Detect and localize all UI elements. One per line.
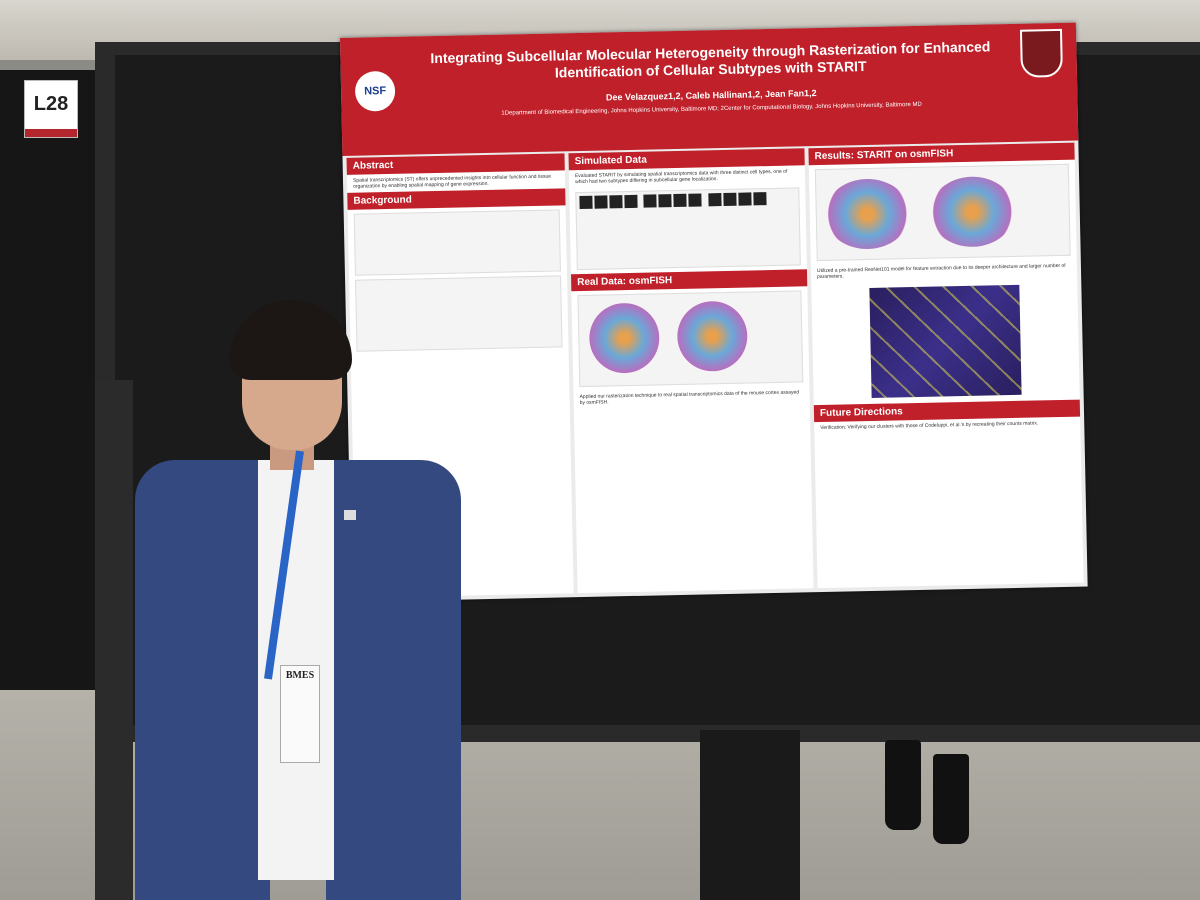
- background-person-boots: [885, 740, 975, 844]
- poster-title: Integrating Subcellular Molecular Hetero…: [430, 38, 991, 81]
- background-heading: Background: [347, 188, 566, 210]
- badge-label: BMES: [285, 670, 315, 681]
- poster-column-right: Results: STARIT on osmFISH Utilized a pr…: [808, 142, 1084, 589]
- booth-number-tag: L28: [24, 80, 78, 138]
- umap-figure: [814, 163, 1071, 262]
- neighbor-board: [0, 70, 108, 690]
- lapel-pin: [344, 510, 356, 520]
- board-support-leg: [95, 380, 133, 900]
- tag-stripe: [25, 129, 77, 137]
- confusion-heatmap: [869, 284, 1022, 398]
- presenter: BMES: [130, 300, 470, 900]
- booth-number: L28: [33, 93, 69, 115]
- jacket-right: [326, 460, 461, 900]
- jacket-left: [135, 460, 270, 900]
- osmfish-figure: [577, 290, 804, 388]
- nsf-logo: NSF: [354, 70, 396, 112]
- background-person-legs: [700, 730, 800, 900]
- results-heading: Results: STARIT on osmFISH: [808, 142, 1075, 166]
- simulated-text: Evaluated STARIT by simulating spatial t…: [574, 168, 788, 186]
- real-data-text: Applied our rasterization technique to r…: [579, 389, 800, 407]
- results-text: Utilized a pre-trained ResNet101 model f…: [816, 262, 1066, 281]
- jhu-shield-logo: [1019, 28, 1063, 78]
- poster-column-middle: Simulated Data Evaluated STARIT by simul…: [568, 148, 814, 594]
- name-badge: BMES: [280, 665, 320, 763]
- background-figure: [353, 209, 561, 276]
- real-data-heading: Real Data: osmFISH: [570, 269, 808, 292]
- hair: [230, 300, 352, 380]
- poster-banner: NSF Integrating Subcellular Molecular He…: [340, 22, 1079, 156]
- simulated-figure: [575, 187, 801, 271]
